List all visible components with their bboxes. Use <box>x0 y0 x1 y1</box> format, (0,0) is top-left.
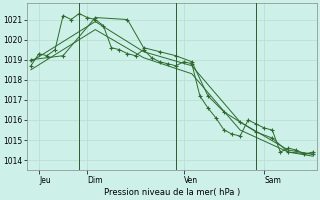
X-axis label: Pression niveau de la mer( hPa ): Pression niveau de la mer( hPa ) <box>104 188 240 197</box>
